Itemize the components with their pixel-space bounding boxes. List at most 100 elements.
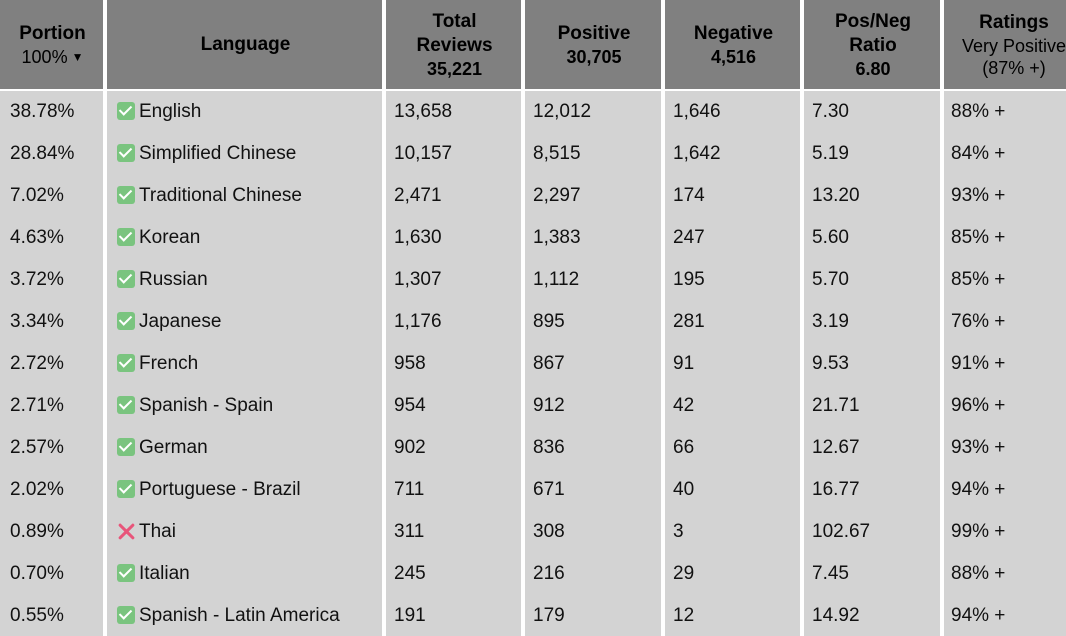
cell-ratio: 5.70 <box>812 269 849 290</box>
cell-total: 245 <box>394 563 426 584</box>
header-ratings-title: Ratings <box>979 11 1049 33</box>
check-icon <box>117 228 135 246</box>
cell-positive: 2,297 <box>533 185 581 206</box>
header-divider <box>0 89 1066 91</box>
cell-language: Korean <box>117 217 200 259</box>
header-portion-total: 100% <box>21 46 68 67</box>
cell-portion: 2.02% <box>10 479 64 500</box>
check-icon <box>117 480 135 498</box>
cell-ratio: 5.19 <box>812 143 849 164</box>
language-name: Spanish - Latin America <box>139 605 340 626</box>
table-row: 28.84% Simplified Chinese 10,157 8,515 1,642… <box>0 133 1066 175</box>
language-name: Korean <box>139 227 201 248</box>
cell-ratio: 5.60 <box>812 227 849 248</box>
cell-portion: 4.63% <box>10 227 64 248</box>
check-icon <box>117 186 135 204</box>
language-name: Italian <box>139 563 190 584</box>
cell-total: 954 <box>394 395 426 416</box>
cell-portion: 2.71% <box>10 395 64 416</box>
column-divider <box>382 0 386 636</box>
header-ratio[interactable]: Pos/Neg Ratio 6.80 <box>804 0 942 89</box>
cell-portion: 0.89% <box>10 521 64 542</box>
header-total-title-2: Reviews <box>416 34 493 56</box>
table-row: 0.89% Thai 311 308 3 102.67 99% + <box>0 511 1066 553</box>
table-row: 2.57% German 902 836 66 12.67 93% + <box>0 427 1066 469</box>
cell-portion: 3.72% <box>10 269 64 290</box>
cell-negative: 247 <box>673 227 705 248</box>
header-positive[interactable]: Positive 30,705 <box>525 0 663 89</box>
cell-total: 311 <box>394 521 425 542</box>
header-ratings-percent: (87% +) <box>982 57 1046 78</box>
cell-rating: 93% + <box>951 437 1006 458</box>
check-icon <box>117 438 135 456</box>
cell-language: English <box>117 91 201 133</box>
table-row: 2.71% Spanish - Spain 954 912 42 21.71 96% + <box>0 385 1066 427</box>
cell-rating: 76% + <box>951 311 1006 332</box>
cell-language: Spanish - Latin America <box>117 595 340 636</box>
header-total-value: 35,221 <box>426 58 483 79</box>
cell-language: German <box>117 427 208 469</box>
cell-positive: 1,112 <box>533 269 580 290</box>
check-icon <box>117 144 135 162</box>
cell-total: 2,471 <box>394 185 442 206</box>
cell-portion: 2.72% <box>10 353 64 374</box>
cell-total: 1,630 <box>394 227 442 248</box>
cell-portion: 2.57% <box>10 437 64 458</box>
cell-portion: 0.70% <box>10 563 64 584</box>
cell-portion: 28.84% <box>10 143 75 164</box>
header-language[interactable]: Language <box>107 0 384 89</box>
table-row: 2.72% French 958 867 91 9.53 91% + <box>0 343 1066 385</box>
cell-positive: 671 <box>533 479 565 500</box>
table-row: 0.70% Italian 245 216 29 7.45 88% + <box>0 553 1066 595</box>
cell-rating: 99% + <box>951 521 1006 542</box>
cell-negative: 12 <box>673 605 695 626</box>
cell-ratio: 14.92 <box>812 605 860 626</box>
cell-rating: 84% + <box>951 143 1006 164</box>
language-name: Spanish - Spain <box>139 395 274 416</box>
header-negative[interactable]: Negative 4,516 <box>665 0 802 89</box>
check-icon <box>117 564 135 582</box>
cell-positive: 179 <box>533 605 565 626</box>
cell-portion: 38.78% <box>10 101 75 122</box>
cell-rating: 96% + <box>951 395 1006 416</box>
cell-rating: 88% + <box>951 563 1006 584</box>
cell-language: Russian <box>117 259 208 301</box>
cell-negative: 1,646 <box>673 101 721 122</box>
cell-negative: 40 <box>673 479 695 500</box>
cell-portion: 7.02% <box>10 185 64 206</box>
cell-total: 13,658 <box>394 101 453 122</box>
table-row: 3.34% Japanese 1,176 895 281 3.19 76% + <box>0 301 1066 343</box>
cell-rating: 88% + <box>951 101 1006 122</box>
cell-ratio: 7.30 <box>812 101 849 122</box>
table-row: 0.55% Spanish - Latin America 191 179 12 14.9… <box>0 595 1066 636</box>
header-total-reviews[interactable]: Total Reviews 35,221 <box>386 0 523 89</box>
header-portion[interactable]: Portion 100% ▼ <box>0 0 105 89</box>
header-ratings-label: Very Positive <box>961 35 1066 56</box>
cell-language: Simplified Chinese <box>117 133 296 175</box>
header-ratings[interactable]: Ratings Very Positive (87% +) <box>944 0 1066 89</box>
language-name: Portuguese - Brazil <box>139 479 301 500</box>
cell-portion: 3.34% <box>10 311 64 332</box>
check-icon <box>117 270 135 288</box>
language-name: German <box>139 437 208 458</box>
check-icon <box>117 606 135 624</box>
cell-portion: 0.55% <box>10 605 64 626</box>
column-divider <box>661 0 665 636</box>
cell-total: 1,307 <box>394 269 442 290</box>
table-row: 38.78% English 13,658 12,012 1,646 7.30 88% + <box>0 91 1066 133</box>
cell-language: Thai <box>117 511 176 553</box>
cell-language: Portuguese - Brazil <box>117 469 301 511</box>
table-header: Portion 100% ▼ Language Total Reviews 35,… <box>0 0 1066 89</box>
header-positive-value: 30,705 <box>566 46 622 67</box>
language-name: Simplified Chinese <box>139 143 297 164</box>
sort-desc-icon[interactable]: ▼ <box>71 49 84 64</box>
cell-total: 958 <box>394 353 426 374</box>
header-positive-title: Positive <box>557 22 631 44</box>
language-name: Russian <box>139 269 208 290</box>
cell-positive: 12,012 <box>533 101 592 122</box>
cell-ratio: 21.71 <box>812 395 860 416</box>
cell-ratio: 12.67 <box>812 437 860 458</box>
column-divider <box>800 0 804 636</box>
cell-rating: 91% + <box>951 353 1006 374</box>
